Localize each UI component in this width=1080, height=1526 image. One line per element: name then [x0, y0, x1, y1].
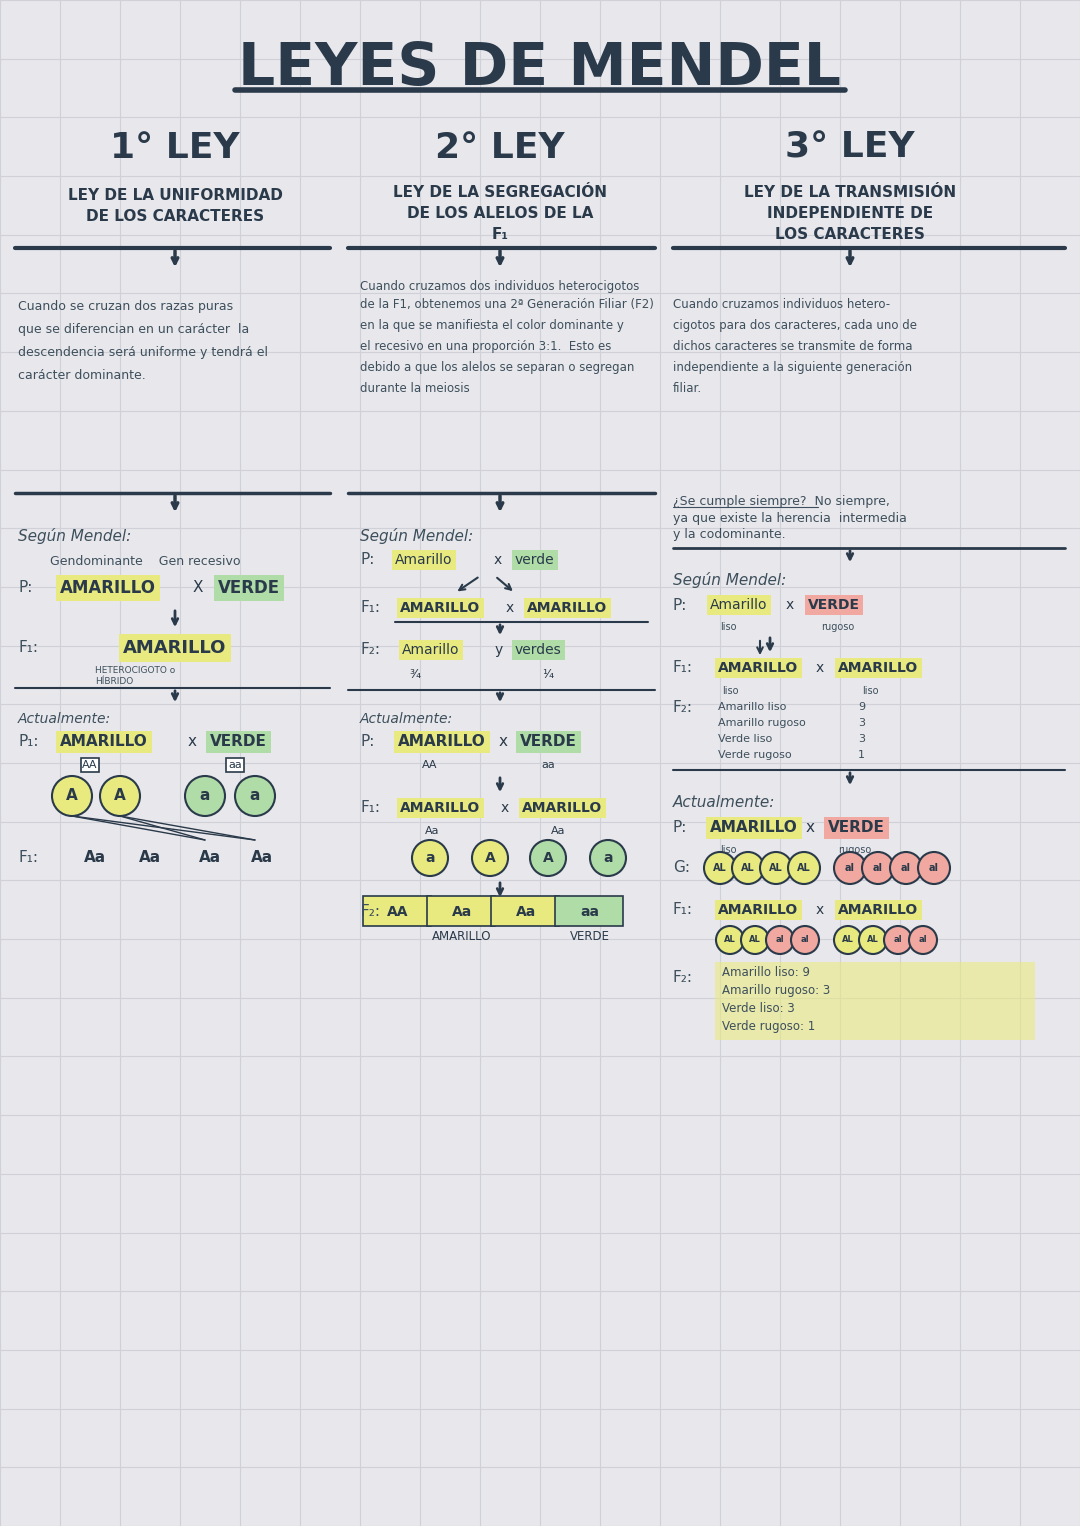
Circle shape — [885, 926, 912, 954]
Text: LEYES DE MENDEL: LEYES DE MENDEL — [239, 40, 841, 96]
Text: Según Mendel:: Según Mendel: — [673, 572, 786, 588]
Text: A: A — [485, 852, 496, 865]
Text: ¹⁄₄: ¹⁄₄ — [542, 668, 554, 681]
Circle shape — [185, 777, 225, 816]
Text: Aa: Aa — [516, 905, 536, 919]
Circle shape — [834, 926, 862, 954]
Text: G:: G: — [673, 861, 690, 876]
Text: AL: AL — [741, 864, 755, 873]
Text: Amarillo rugoso: 3: Amarillo rugoso: 3 — [723, 984, 831, 996]
Bar — [715, 961, 1035, 1041]
Text: Cuando se cruzan dos razas puras
que se diferencian en un carácter  la
descenden: Cuando se cruzan dos razas puras que se … — [18, 301, 268, 382]
Text: 1: 1 — [858, 749, 865, 760]
Circle shape — [100, 777, 140, 816]
Text: AL: AL — [724, 935, 735, 945]
Text: Cuando cruzamos dos individuos heterocigotos: Cuando cruzamos dos individuos heterocig… — [360, 279, 639, 293]
Text: Aa: Aa — [424, 826, 440, 836]
Text: 3° LEY: 3° LEY — [785, 131, 915, 165]
Text: x: x — [815, 661, 824, 674]
Text: AMARILLO: AMARILLO — [400, 801, 481, 815]
Text: Verde rugoso: 1: Verde rugoso: 1 — [723, 1019, 815, 1033]
Text: al: al — [893, 935, 902, 945]
Text: X: X — [192, 580, 203, 595]
Circle shape — [788, 852, 820, 884]
Text: LEY DE LA UNIFORMIDAD
DE LOS CARACTERES: LEY DE LA UNIFORMIDAD DE LOS CARACTERES — [68, 188, 283, 224]
Text: AMARILLO: AMARILLO — [718, 661, 798, 674]
Text: al: al — [845, 864, 855, 873]
Circle shape — [716, 926, 744, 954]
Circle shape — [791, 926, 819, 954]
Circle shape — [909, 926, 937, 954]
Text: P:: P: — [360, 552, 375, 568]
Circle shape — [52, 777, 92, 816]
Text: ¿Se cumple siempre?  No siempre,: ¿Se cumple siempre? No siempre, — [673, 494, 890, 508]
Text: VERDE: VERDE — [218, 578, 280, 597]
Text: AMARILLO: AMARILLO — [432, 929, 491, 943]
Text: AMARILLO: AMARILLO — [399, 734, 486, 749]
Text: 3: 3 — [858, 734, 865, 745]
Text: al: al — [800, 935, 809, 945]
Text: Aa: Aa — [199, 850, 221, 865]
Text: Verde liso: Verde liso — [718, 734, 772, 745]
Circle shape — [766, 926, 794, 954]
Bar — [555, 896, 623, 926]
Text: F₁:: F₁: — [673, 902, 693, 917]
Circle shape — [704, 852, 735, 884]
Text: a: a — [200, 789, 211, 804]
Text: Amarillo: Amarillo — [395, 552, 453, 568]
Text: verdes: verdes — [515, 642, 562, 658]
Text: liso: liso — [719, 845, 737, 855]
Text: LEY DE LA TRANSMISIÓN
INDEPENDIENTE DE
LOS CARACTERES: LEY DE LA TRANSMISIÓN INDEPENDIENTE DE L… — [744, 185, 956, 243]
Bar — [363, 896, 431, 926]
Text: Aa: Aa — [451, 905, 472, 919]
Text: LEY DE LA SEGREGACIÓN
DE LOS ALELOS DE LA
F₁: LEY DE LA SEGREGACIÓN DE LOS ALELOS DE L… — [393, 185, 607, 243]
Text: liso: liso — [719, 623, 737, 632]
Text: AMARILLO: AMARILLO — [60, 734, 148, 749]
Text: ya que existe la herencia  intermedia: ya que existe la herencia intermedia — [673, 513, 907, 525]
Circle shape — [859, 926, 887, 954]
Circle shape — [862, 852, 894, 884]
Circle shape — [235, 777, 275, 816]
Text: AL: AL — [713, 864, 727, 873]
Text: AL: AL — [797, 864, 811, 873]
Text: F₁:: F₁: — [18, 850, 38, 865]
Text: Actualmente:: Actualmente: — [18, 713, 111, 726]
Text: Actualmente:: Actualmente: — [360, 713, 454, 726]
Text: A: A — [114, 789, 126, 804]
Text: x: x — [806, 821, 814, 836]
Text: Aa: Aa — [139, 850, 161, 865]
Text: AA: AA — [82, 760, 98, 771]
Text: Gendominante    Gen recesivo: Gendominante Gen recesivo — [50, 555, 241, 568]
Text: Amarillo liso: 9: Amarillo liso: 9 — [723, 966, 810, 980]
Text: P:: P: — [673, 821, 687, 836]
Text: AA: AA — [422, 760, 437, 771]
Text: Aa: Aa — [84, 850, 106, 865]
Text: 2° LEY: 2° LEY — [435, 131, 565, 165]
Text: AL: AL — [842, 935, 854, 945]
Text: AL: AL — [750, 935, 761, 945]
Text: 1° LEY: 1° LEY — [110, 131, 240, 165]
Text: AMARILLO: AMARILLO — [123, 639, 227, 658]
Text: de la F1, obtenemos una 2ª Generación Filiar (F2)
en la que se manifiesta el col: de la F1, obtenemos una 2ª Generación Fi… — [360, 298, 653, 395]
Circle shape — [918, 852, 950, 884]
Circle shape — [411, 839, 448, 876]
Text: x: x — [499, 734, 508, 749]
Text: a: a — [249, 789, 260, 804]
Text: al: al — [901, 864, 912, 873]
Text: x: x — [494, 552, 502, 568]
Text: al: al — [919, 935, 928, 945]
Text: P:: P: — [673, 598, 687, 612]
Text: AL: AL — [867, 935, 879, 945]
Text: F₂:: F₂: — [360, 905, 380, 920]
Text: Aa: Aa — [551, 826, 565, 836]
Text: AMARILLO: AMARILLO — [527, 601, 607, 615]
Text: a: a — [426, 852, 435, 865]
Text: x: x — [786, 598, 794, 612]
Text: aa: aa — [228, 760, 242, 771]
Text: al: al — [929, 864, 939, 873]
Text: AMARILLO: AMARILLO — [60, 578, 156, 597]
Text: AMARILLO: AMARILLO — [718, 903, 798, 917]
Text: F₂:: F₂: — [673, 700, 693, 716]
Bar — [491, 896, 559, 926]
Circle shape — [834, 852, 866, 884]
